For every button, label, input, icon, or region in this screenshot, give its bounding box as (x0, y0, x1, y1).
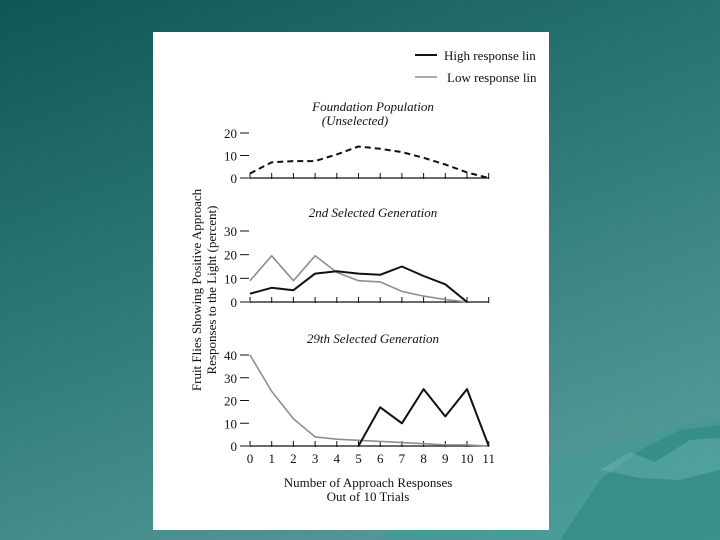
panel3-series-high (357, 388, 490, 447)
legend: High response lin Low response lin (415, 48, 537, 85)
x-tick-label: 10 (461, 451, 474, 466)
x-tick-label: 3 (312, 451, 319, 466)
x-tick-label: 1 (268, 451, 275, 466)
x-tick-label: 5 (355, 451, 362, 466)
legend-high-label: High response lin (444, 48, 536, 63)
panel2-y-tick-label: 20 (224, 248, 237, 263)
y-axis-label: Fruit Flies Showing Positive Approach Re… (189, 188, 219, 391)
panel2-y-tick-label: 0 (231, 295, 238, 310)
legend-low-label: Low response lin (447, 70, 537, 85)
panel-2nd-generation: 0 10 20 30 (224, 224, 490, 310)
x-tick-label: 6 (377, 451, 384, 466)
panel1-title: Foundation Population (311, 99, 434, 114)
panel2-y-tick-label: 30 (224, 224, 237, 239)
x-tick-label: 7 (399, 451, 406, 466)
figure-canvas: High response lin Low response lin Fruit… (189, 48, 537, 504)
panel3-y-tick-label: 20 (224, 394, 237, 409)
panel2-series-high (249, 265, 468, 303)
panel3-y-tick-label: 10 (224, 416, 237, 431)
x-tick-label: 8 (420, 451, 427, 466)
panel2-title: 2nd Selected Generation (309, 205, 438, 220)
x-tick-label: 2 (290, 451, 297, 466)
y-axis-label-line1: Fruit Flies Showing Positive Approach (189, 188, 204, 391)
x-axis-label-line2: Out of 10 Trials (327, 489, 410, 504)
panel2-series-low (249, 255, 468, 303)
x-axis-label-line1: Number of Approach Responses (284, 475, 453, 490)
panel3-series-low (249, 354, 489, 447)
x-tick-labels: 0 1 2 3 4 5 6 7 8 9 10 11 (247, 451, 495, 466)
panel3-title: 29th Selected Generation (307, 331, 439, 346)
y-axis-label-line2: Responses to the Light (percent) (204, 206, 219, 375)
figure-card: High response lin Low response lin Fruit… (153, 32, 549, 530)
x-tick-label: 4 (334, 451, 341, 466)
panel3-y-tick-label: 40 (224, 348, 237, 363)
panel-29th-generation: 0 10 20 30 40 (224, 348, 490, 454)
panel1-series-high (249, 145, 489, 179)
panel1-y-tick-label: 0 (231, 171, 238, 186)
panel1-subtitle: (Unselected) (322, 113, 388, 128)
panel3-y-tick-label: 30 (224, 371, 237, 386)
panel2-y-tick-label: 10 (224, 271, 237, 286)
panel3-y-tick-label: 0 (231, 439, 238, 454)
x-tick-label: 9 (442, 451, 449, 466)
panel-foundation: 0 10 20 (224, 126, 490, 186)
panel1-y-tick-label: 20 (224, 126, 237, 141)
x-tick-label: 0 (247, 451, 254, 466)
panel1-y-tick-label: 10 (224, 149, 237, 164)
x-tick-label: 11 (482, 451, 495, 466)
